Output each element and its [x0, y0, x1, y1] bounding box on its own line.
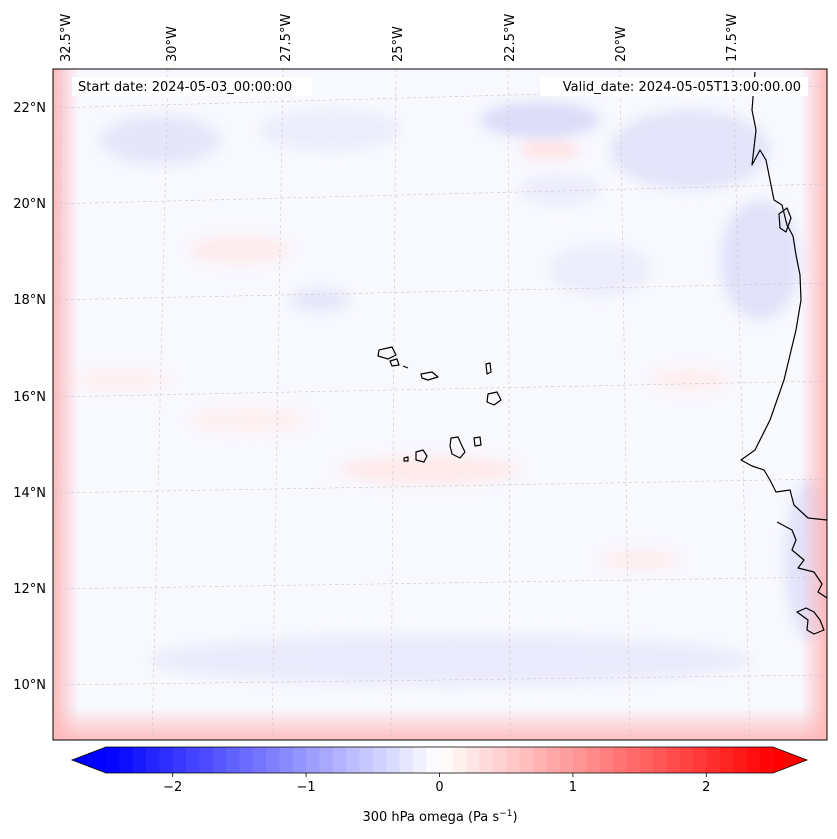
start-date-box: Start date: 2024-05-03_00:00:00	[72, 77, 312, 96]
colorbar-cell	[239, 747, 254, 773]
coastline	[377, 71, 827, 635]
lat-label-18n: 18°N	[13, 293, 46, 308]
colorbar-cell	[639, 747, 654, 773]
gridlines	[53, 69, 827, 740]
colorbar-cell	[572, 747, 587, 773]
colorbar-cell	[559, 747, 574, 773]
omega-field	[53, 69, 827, 740]
colorbar-cell	[266, 747, 280, 773]
lat-label-16n: 16°N	[13, 390, 46, 405]
colorbar-ticks: −2 −1 0 1 2	[163, 773, 710, 795]
colorbar-tick-label: 0	[435, 780, 443, 795]
lon-label-32-5w: 32.5°W	[59, 14, 74, 62]
colorbar-label: 300 hPa omega (Pa s−1)	[362, 809, 517, 825]
colorbar-cell	[132, 747, 147, 773]
map-frame	[52, 68, 828, 741]
colorbar-cell	[479, 747, 494, 773]
colorbar-cell	[212, 747, 227, 773]
colorbar-cell	[492, 747, 507, 773]
colorbar-tick-label: −1	[297, 780, 316, 795]
lon-label-25w: 25°W	[391, 26, 406, 62]
colorbar-min-extend	[72, 747, 106, 773]
colorbar-cell	[199, 747, 214, 773]
colorbar-tick-label: 2	[702, 780, 710, 795]
colorbar: −2 −1 0 1 2 300 hPa omega (Pa s−1)	[70, 746, 809, 825]
colorbar-cell	[466, 747, 481, 773]
colorbar-cell	[599, 747, 614, 773]
colorbar-cell	[372, 747, 387, 773]
colorbar-cell	[532, 747, 547, 773]
colorbar-cell	[159, 747, 174, 773]
start-date-label: Start date: 2024-05-03_00:00:00	[78, 80, 292, 95]
colorbar-cell	[426, 747, 440, 773]
colorbar-tick-label: −2	[163, 780, 182, 795]
colorbar-cell	[612, 747, 627, 773]
lat-label-14n: 14°N	[13, 486, 46, 501]
colorbar-cell	[292, 747, 307, 773]
colorbar-cell	[719, 747, 734, 773]
latitude-labels: 22°N 20°N 18°N 16°N 14°N 12°N 10°N	[13, 101, 46, 693]
colorbar-cell	[359, 747, 374, 773]
colorbar-cell	[346, 747, 360, 773]
colorbar-cell	[519, 747, 534, 773]
colorbar-cell	[666, 747, 681, 773]
colorbar-label-end: )	[512, 810, 517, 825]
colorbar-cell	[759, 747, 774, 773]
longitude-labels: 32.5°W 30°W 27.5°W 25°W 22.5°W 20°W 17.5…	[59, 14, 740, 62]
colorbar-cell	[186, 747, 200, 773]
colorbar-cell	[386, 747, 400, 773]
colorbar-cell	[746, 747, 761, 773]
colorbar-cell	[252, 747, 267, 773]
colorbar-cell	[452, 747, 467, 773]
colorbar-cell	[119, 747, 134, 773]
colorbar-cell	[732, 747, 747, 773]
colorbar-cell	[546, 747, 561, 773]
lat-label-10n: 10°N	[13, 678, 46, 693]
lon-label-17-5w: 17.5°W	[725, 14, 740, 62]
lat-label-22n: 22°N	[13, 101, 46, 116]
colorbar-outline	[70, 746, 809, 774]
colorbar-tick-label: 1	[569, 780, 577, 795]
colorbar-cell	[506, 747, 521, 773]
colorbar-cell	[706, 747, 721, 773]
lat-label-12n: 12°N	[13, 582, 46, 597]
colorbar-label-main: 300 hPa omega (Pa s	[362, 810, 499, 825]
lon-label-30w: 30°W	[165, 26, 180, 62]
colorbar-label-superscript: −1	[499, 809, 512, 819]
colorbar-cell	[652, 747, 667, 773]
colorbar-cell	[586, 747, 601, 773]
lon-label-27-5w: 27.5°W	[279, 14, 294, 62]
colorbar-max-extend	[773, 747, 807, 773]
colorbar-cells	[106, 747, 774, 773]
colorbar-cell	[172, 747, 187, 773]
colorbar-cell	[412, 747, 427, 773]
colorbar-cell	[679, 747, 694, 773]
valid-date-box: Valid_date: 2024-05-05T13:00:00.00	[540, 77, 808, 96]
colorbar-cell	[439, 747, 454, 773]
colorbar-cell	[306, 747, 320, 773]
lon-label-20w: 20°W	[614, 26, 629, 62]
lon-label-22-5w: 22.5°W	[503, 14, 518, 62]
valid-date-label: Valid_date: 2024-05-05T13:00:00.00	[563, 80, 801, 95]
colorbar-cell	[279, 747, 294, 773]
colorbar-cell	[626, 747, 641, 773]
colorbar-cell	[692, 747, 707, 773]
colorbar-cell	[332, 747, 347, 773]
colorbar-cell	[319, 747, 334, 773]
colorbar-cell	[146, 747, 160, 773]
colorbar-cell	[226, 747, 240, 773]
colorbar-cell	[399, 747, 414, 773]
colorbar-cell	[106, 747, 120, 773]
lat-label-20n: 20°N	[13, 197, 46, 212]
